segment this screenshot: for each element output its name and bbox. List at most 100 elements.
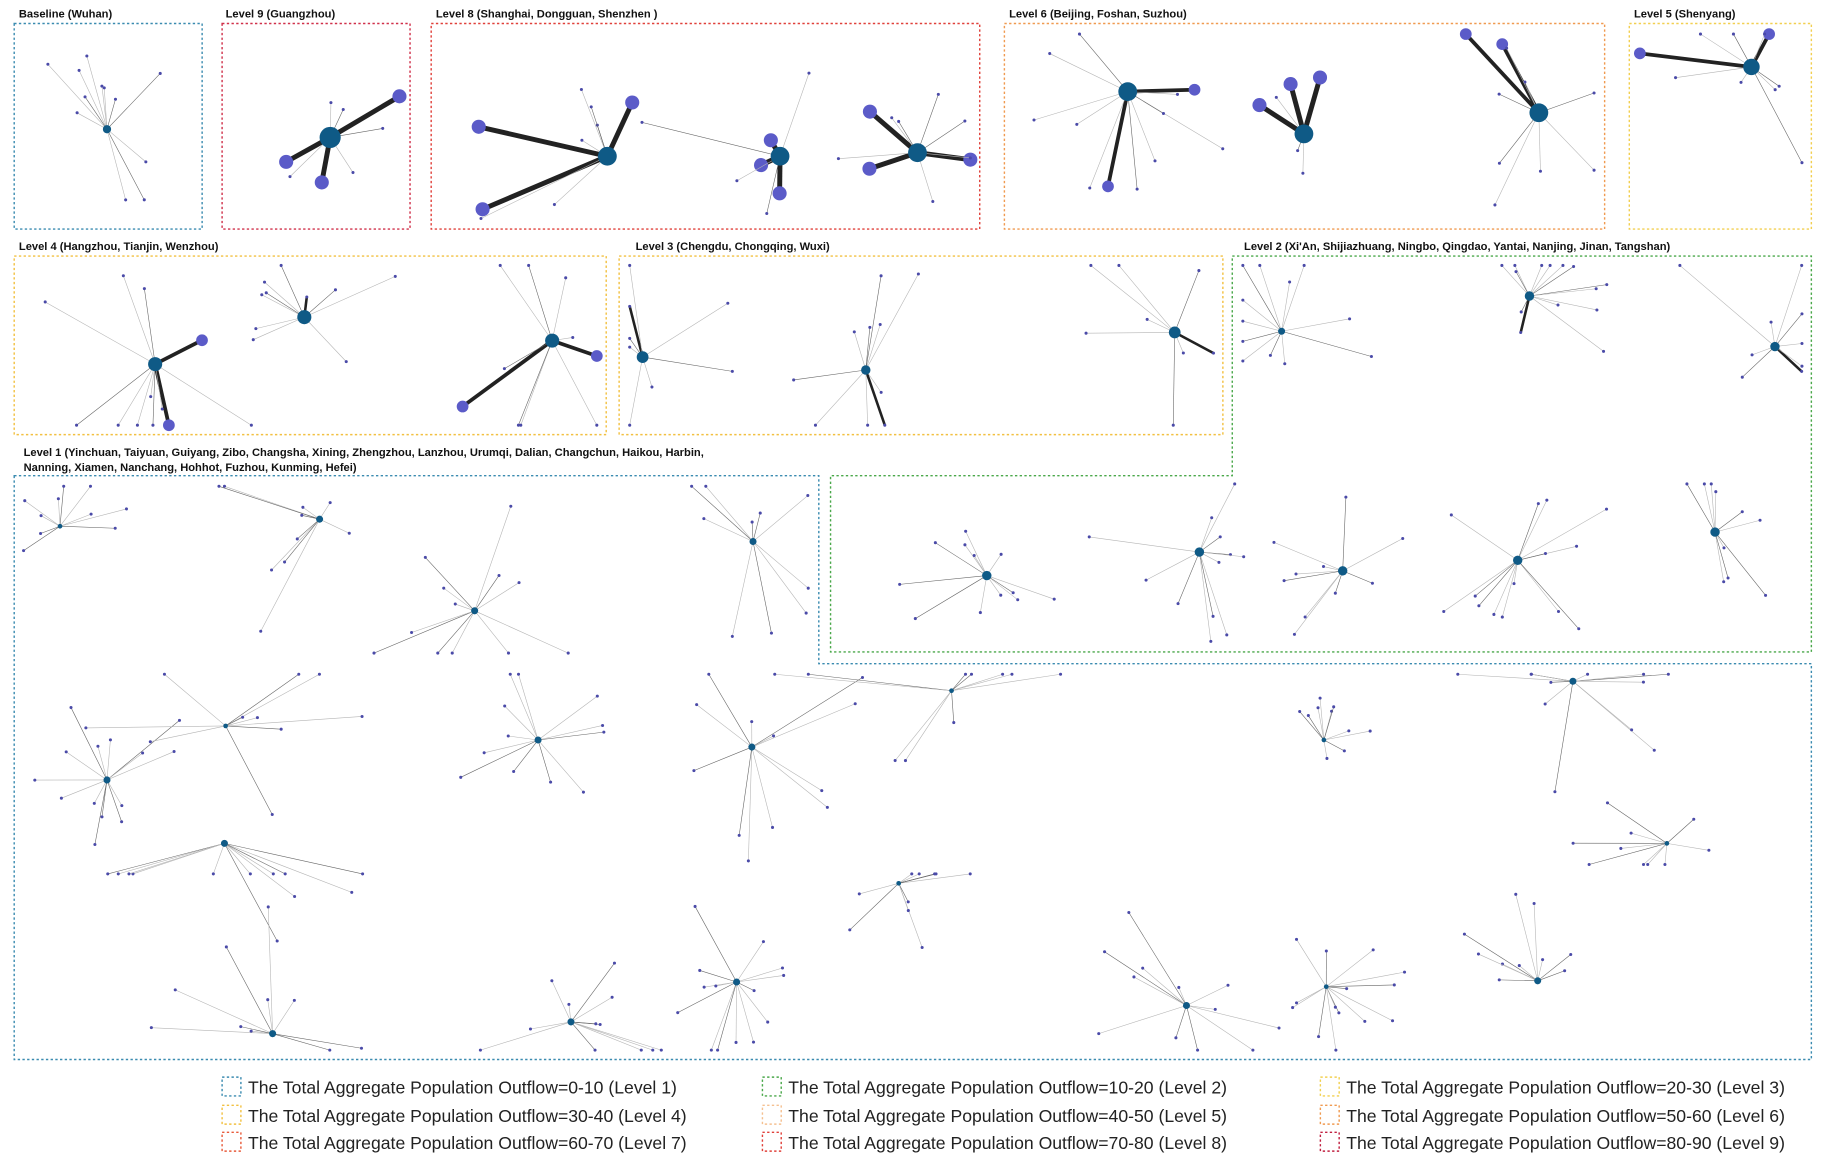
city-node <box>1175 92 1179 96</box>
city-node <box>64 750 68 754</box>
edge <box>717 981 737 1051</box>
edge <box>1199 551 1244 558</box>
edge <box>94 779 108 845</box>
city-node <box>56 497 60 501</box>
edge <box>1529 295 1597 311</box>
edge <box>1281 331 1286 364</box>
city-node <box>693 904 697 908</box>
edge <box>1517 560 1579 629</box>
edge <box>1186 985 1229 1006</box>
city-node <box>1177 985 1181 989</box>
city-node <box>1519 330 1523 335</box>
city-node <box>1032 118 1036 122</box>
hub-node <box>1664 841 1670 846</box>
city-node <box>1561 263 1565 267</box>
city-node <box>1226 983 1230 987</box>
city-node <box>581 790 585 794</box>
city-node <box>1188 83 1201 96</box>
edge <box>1704 483 1716 533</box>
city-node <box>1777 84 1781 88</box>
city-node <box>249 1029 253 1033</box>
edge <box>474 575 500 611</box>
hub-node <box>103 776 111 784</box>
city-node <box>1052 597 1056 601</box>
city-node <box>1497 161 1501 165</box>
city-node <box>552 203 556 207</box>
edge <box>736 967 783 983</box>
city-node <box>1268 353 1272 357</box>
city-node <box>300 513 304 517</box>
city-node <box>1505 46 1509 50</box>
edge <box>218 486 320 520</box>
city-node <box>1242 555 1246 559</box>
edge <box>1186 1005 1254 1051</box>
city-node <box>266 905 270 909</box>
hub-node <box>534 736 542 744</box>
city-node <box>1702 482 1706 486</box>
edge <box>1675 66 1752 78</box>
city-node <box>1318 696 1322 700</box>
edge <box>1529 284 1607 297</box>
city-node <box>144 160 148 164</box>
city-node <box>1347 729 1351 733</box>
city-node <box>341 108 345 112</box>
edge <box>224 843 295 897</box>
city-node <box>920 945 924 950</box>
edge <box>107 843 225 875</box>
edge <box>696 704 753 748</box>
edge <box>1326 986 1393 1022</box>
edge <box>84 96 108 130</box>
city-node <box>1294 937 1299 941</box>
legend-label: The Total Aggregate Population Outflow=4… <box>788 1106 1227 1126</box>
city-node <box>1197 269 1201 273</box>
hub-node <box>1168 326 1181 339</box>
city-node <box>1283 77 1298 92</box>
city-node <box>963 152 978 167</box>
city-node <box>479 216 483 221</box>
city-node <box>1174 1036 1178 1040</box>
edge <box>1554 681 1574 792</box>
city-node <box>1161 111 1165 116</box>
city-node <box>113 97 118 101</box>
legend-label: The Total Aggregate Population Outflow=1… <box>788 1078 1227 1098</box>
city-node <box>1196 1048 1200 1052</box>
hub-node <box>1182 1001 1190 1009</box>
edge <box>1572 673 1644 682</box>
edge <box>1294 570 1343 635</box>
city-node <box>279 263 283 267</box>
city-node <box>1089 263 1093 267</box>
edge <box>1186 1005 1216 1010</box>
city-node <box>372 651 376 655</box>
city-node <box>1325 756 1329 760</box>
edge <box>1550 680 1573 683</box>
city-node <box>580 138 584 142</box>
city-node <box>1402 970 1407 974</box>
city-node <box>423 555 427 559</box>
city-node <box>264 291 268 295</box>
city-node <box>314 175 329 190</box>
city-node <box>1181 351 1185 355</box>
edge <box>815 369 867 426</box>
city-node <box>753 158 769 173</box>
city-node <box>266 998 270 1002</box>
city-node <box>1059 672 1063 676</box>
city-node <box>1532 901 1536 906</box>
city-node <box>1587 862 1591 867</box>
edge <box>513 739 539 772</box>
city-node <box>1298 710 1302 714</box>
city-node <box>726 301 730 305</box>
hub-node <box>1710 527 1720 537</box>
city-node <box>820 789 824 793</box>
city-node <box>860 675 865 680</box>
hub-node <box>1524 291 1535 301</box>
edge <box>1742 346 1776 378</box>
hub-node <box>1323 984 1329 990</box>
city-node <box>972 554 976 558</box>
edge <box>224 843 251 875</box>
panel-title: Level 3 (Chengdu, Chongqing, Wuxi) <box>636 241 830 253</box>
city-node <box>628 423 632 427</box>
city-node <box>1800 341 1804 346</box>
city-node <box>766 1020 770 1024</box>
edge <box>164 674 226 727</box>
